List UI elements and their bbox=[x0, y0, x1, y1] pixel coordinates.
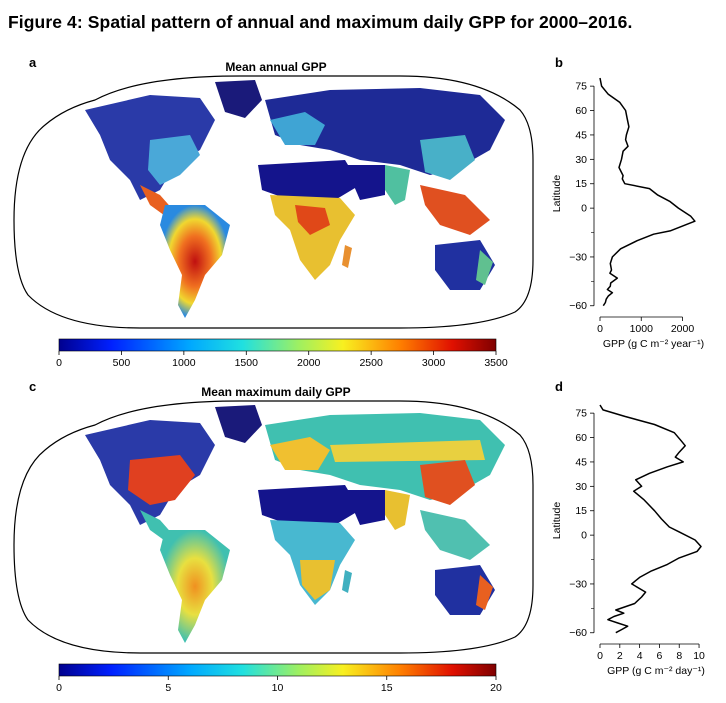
colorbar-annual-tick-label: 1500 bbox=[235, 357, 259, 369]
map-a-se-asia bbox=[420, 185, 490, 235]
chart-d-xtick-label: 2 bbox=[617, 650, 623, 662]
chart-d-xtick-label: 6 bbox=[657, 650, 663, 662]
map-a-australia-east bbox=[476, 250, 493, 285]
map-c-siberia-band bbox=[330, 440, 485, 462]
map-a-north-america-east bbox=[148, 135, 200, 185]
colorbar-annual: 0 500 1000 1500 2000 2500 3000 3500 bbox=[56, 338, 508, 369]
colorbar-annual-gradient bbox=[58, 338, 497, 352]
map-a-india bbox=[385, 165, 410, 205]
map-c-north-america-east bbox=[128, 455, 195, 505]
chart-b-ytick-label: 75 bbox=[575, 81, 587, 93]
chart-d-ytick-label: 75 bbox=[575, 408, 587, 420]
map-a-europe bbox=[270, 112, 325, 145]
chart-b-ytick-label: −30 bbox=[569, 251, 587, 263]
chart-b-ytick-label: 0 bbox=[581, 203, 587, 215]
colorbar-daily: 0 5 10 15 20 bbox=[56, 663, 502, 694]
chart-b-ytick-label: 15 bbox=[575, 178, 587, 190]
map-c-india bbox=[385, 490, 410, 530]
map-c-greenland bbox=[215, 405, 262, 443]
chart-d-ytick-label: 60 bbox=[575, 432, 587, 444]
chart-d-ytick-label: 0 bbox=[581, 530, 587, 542]
chart-d-xtick-label: 8 bbox=[676, 650, 682, 662]
chart-b-xtick-label: 1000 bbox=[630, 323, 654, 335]
map-a-madagascar bbox=[342, 245, 352, 268]
panel-label-d: d bbox=[555, 379, 563, 394]
chart-d-xtick-label: 4 bbox=[637, 650, 643, 662]
map-c-sahara bbox=[258, 485, 360, 525]
colorbar-annual-tick-label: 2000 bbox=[297, 357, 321, 369]
map-a-greenland bbox=[215, 80, 262, 118]
colorbar-annual-tick-label: 0 bbox=[56, 357, 62, 369]
chart-b-ytick-label: 45 bbox=[575, 129, 587, 141]
chart-b-ytick-label: −60 bbox=[569, 300, 587, 312]
map-c-europe bbox=[270, 437, 330, 470]
map-a-africa bbox=[270, 195, 355, 280]
chart-d-series-line bbox=[599, 404, 702, 634]
map-c-title: Mean maximum daily GPP bbox=[201, 385, 351, 399]
chart-d-xlabel: GPP (g C m⁻² day⁻¹) bbox=[607, 665, 705, 677]
colorbar-annual-tick-label: 500 bbox=[113, 357, 131, 369]
chart-d-ytick-label: 30 bbox=[575, 481, 587, 493]
map-c-africa-south bbox=[300, 560, 335, 600]
panel-label-a: a bbox=[29, 55, 37, 70]
colorbar-annual-tick-label: 2500 bbox=[359, 357, 383, 369]
map-c-madagascar bbox=[342, 570, 352, 593]
map-c-australia-east bbox=[476, 575, 493, 610]
chart-d-ytick-label: −30 bbox=[569, 578, 587, 590]
chart-b-ytick-label: 30 bbox=[575, 154, 587, 166]
chart-b-xtick-label: 2000 bbox=[671, 323, 695, 335]
chart-b-series-line bbox=[599, 77, 696, 307]
figure-title: Figure 4: Spatial pattern of annual and … bbox=[8, 12, 633, 32]
map-a-south-america bbox=[160, 205, 230, 318]
map-c-se-asia bbox=[420, 510, 490, 560]
panel-label-c: c bbox=[29, 379, 37, 394]
map-a-sahara bbox=[258, 160, 360, 200]
colorbar-daily-gradient bbox=[58, 663, 497, 677]
chart-d-ytick-label: −60 bbox=[569, 627, 587, 639]
map-annual-gpp bbox=[13, 75, 534, 329]
map-a-africa-core bbox=[295, 205, 330, 235]
map-a-arabia bbox=[345, 165, 385, 200]
map-c-east-asia bbox=[420, 460, 475, 505]
chart-d-ylabel: Latitude bbox=[551, 502, 563, 540]
colorbar-daily-tick-label: 15 bbox=[381, 682, 393, 694]
colorbar-annual-tick-label: 1000 bbox=[172, 357, 196, 369]
map-a-title: Mean annual GPP bbox=[225, 60, 327, 74]
colorbar-annual-tick-label: 3000 bbox=[422, 357, 446, 369]
colorbar-daily-tick-label: 10 bbox=[272, 682, 284, 694]
chart-b-xlabel: GPP (g C m⁻² year⁻¹) bbox=[603, 338, 704, 350]
colorbar-annual-tick-label: 3500 bbox=[484, 357, 508, 369]
chart-d-xtick-label: 0 bbox=[597, 650, 603, 662]
map-max-daily-gpp bbox=[13, 400, 534, 654]
chart-d-latitude-profile-daily: 75 60 45 30 15 0 −30 −60 0 2 4 6 8 10 GPP (g C m⁻² day… bbox=[551, 404, 705, 677]
chart-d-ytick-label: 15 bbox=[575, 505, 587, 517]
colorbar-daily-tick-label: 20 bbox=[490, 682, 502, 694]
chart-d-ytick-label: 45 bbox=[575, 456, 587, 468]
chart-d-xtick-label: 10 bbox=[693, 650, 705, 662]
map-c-arabia bbox=[345, 490, 385, 525]
chart-b-ylabel: Latitude bbox=[551, 175, 563, 213]
chart-b-ytick-label: 60 bbox=[575, 105, 587, 117]
map-c-south-america bbox=[160, 530, 230, 643]
panel-label-b: b bbox=[555, 55, 563, 70]
map-a-east-asia bbox=[420, 135, 475, 180]
colorbar-daily-tick-label: 5 bbox=[165, 682, 171, 694]
chart-b-latitude-profile-annual: 75 60 45 30 15 0 −30 −60 0 1000 2000 GPP (g C m⁻² y… bbox=[551, 77, 704, 350]
chart-b-xtick-label: 0 bbox=[597, 323, 603, 335]
colorbar-daily-tick-label: 0 bbox=[56, 682, 62, 694]
